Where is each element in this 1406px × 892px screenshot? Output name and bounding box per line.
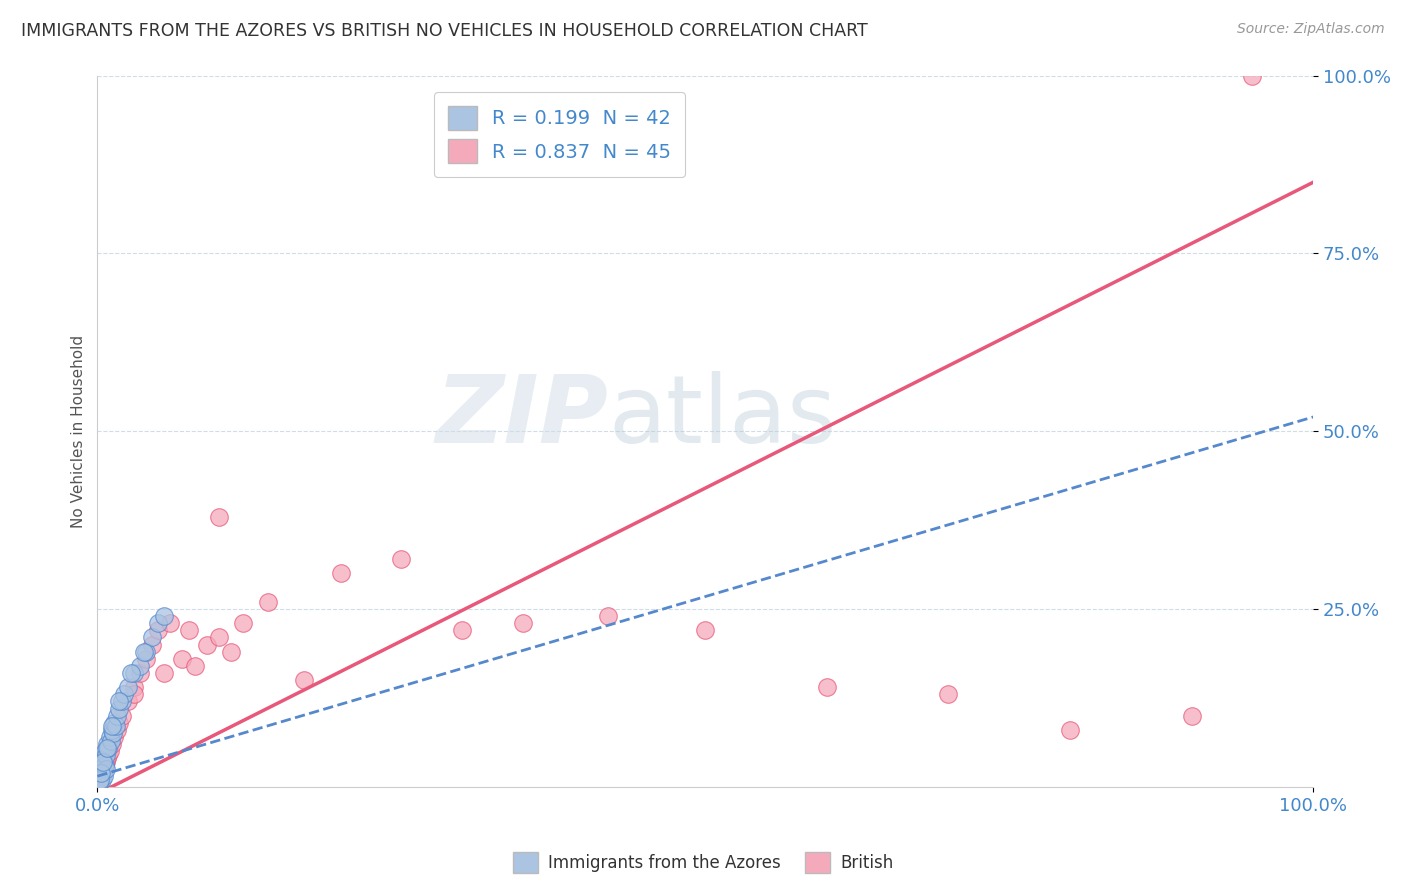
Point xyxy=(101,723,124,737)
Point xyxy=(129,666,152,681)
Text: ZIP: ZIP xyxy=(436,371,607,463)
Point xyxy=(96,737,118,751)
Point xyxy=(89,772,111,787)
Point xyxy=(177,624,200,638)
Point xyxy=(87,772,110,787)
Point xyxy=(122,687,145,701)
Point xyxy=(117,680,139,694)
Point xyxy=(208,631,231,645)
Point xyxy=(87,776,110,790)
Point xyxy=(103,715,125,730)
Point xyxy=(105,723,128,737)
Point xyxy=(93,758,115,772)
Point xyxy=(141,631,163,645)
Point xyxy=(89,769,111,783)
Point xyxy=(90,772,112,787)
Point xyxy=(120,666,142,681)
Point xyxy=(96,740,118,755)
Point xyxy=(96,751,118,765)
Point xyxy=(98,730,121,744)
Point xyxy=(256,595,278,609)
Point xyxy=(389,552,412,566)
Point xyxy=(100,733,122,747)
Point xyxy=(91,765,114,780)
Point xyxy=(219,645,242,659)
Point xyxy=(87,776,110,790)
Point xyxy=(1181,708,1204,723)
Point xyxy=(135,645,157,659)
Point xyxy=(232,616,254,631)
Point xyxy=(90,769,112,783)
Point xyxy=(91,765,114,780)
Point xyxy=(89,772,111,787)
Point xyxy=(695,624,717,638)
Point xyxy=(101,726,124,740)
Point xyxy=(93,744,115,758)
Point xyxy=(112,687,135,701)
Point xyxy=(93,751,115,765)
Point xyxy=(195,638,218,652)
Point xyxy=(1241,69,1264,83)
Point xyxy=(146,616,169,631)
Point xyxy=(292,673,315,687)
Text: Source: ZipAtlas.com: Source: ZipAtlas.com xyxy=(1237,22,1385,37)
Point xyxy=(111,708,134,723)
Point xyxy=(108,701,131,715)
Point xyxy=(98,744,121,758)
Point xyxy=(96,762,118,776)
Point xyxy=(183,659,205,673)
Point xyxy=(93,769,115,783)
Point xyxy=(159,616,181,631)
Point xyxy=(93,755,115,769)
Point xyxy=(122,666,145,681)
Point xyxy=(97,740,120,755)
Point xyxy=(103,730,125,744)
Point xyxy=(105,708,128,723)
Point xyxy=(90,762,112,776)
Y-axis label: No Vehicles in Household: No Vehicles in Household xyxy=(72,334,86,528)
Legend: Immigrants from the Azores, British: Immigrants from the Azores, British xyxy=(506,846,900,880)
Point xyxy=(94,758,117,772)
Point xyxy=(90,765,112,780)
Point xyxy=(135,652,157,666)
Point xyxy=(146,624,169,638)
Point xyxy=(1059,723,1081,737)
Point xyxy=(208,509,231,524)
Point xyxy=(451,624,474,638)
Point xyxy=(596,609,619,624)
Point xyxy=(93,762,115,776)
Legend: R = 0.199  N = 42, R = 0.837  N = 45: R = 0.199 N = 42, R = 0.837 N = 45 xyxy=(434,93,685,177)
Point xyxy=(153,666,176,681)
Point xyxy=(94,755,117,769)
Point xyxy=(938,687,960,701)
Point xyxy=(97,747,120,762)
Point xyxy=(94,747,117,762)
Point xyxy=(512,616,534,631)
Point xyxy=(108,694,131,708)
Text: atlas: atlas xyxy=(607,371,837,463)
Point xyxy=(101,737,124,751)
Point xyxy=(89,765,111,780)
Point xyxy=(117,694,139,708)
Text: IMMIGRANTS FROM THE AZORES VS BRITISH NO VEHICLES IN HOUSEHOLD CORRELATION CHART: IMMIGRANTS FROM THE AZORES VS BRITISH NO… xyxy=(21,22,868,40)
Point xyxy=(132,645,155,659)
Point xyxy=(172,652,194,666)
Point xyxy=(153,609,176,624)
Point xyxy=(89,758,111,772)
Point xyxy=(815,680,838,694)
Point xyxy=(122,680,145,694)
Point xyxy=(104,719,127,733)
Point xyxy=(329,566,352,581)
Point xyxy=(101,719,124,733)
Point xyxy=(111,694,134,708)
Point xyxy=(129,659,152,673)
Point xyxy=(91,755,114,769)
Point xyxy=(108,715,131,730)
Point xyxy=(141,638,163,652)
